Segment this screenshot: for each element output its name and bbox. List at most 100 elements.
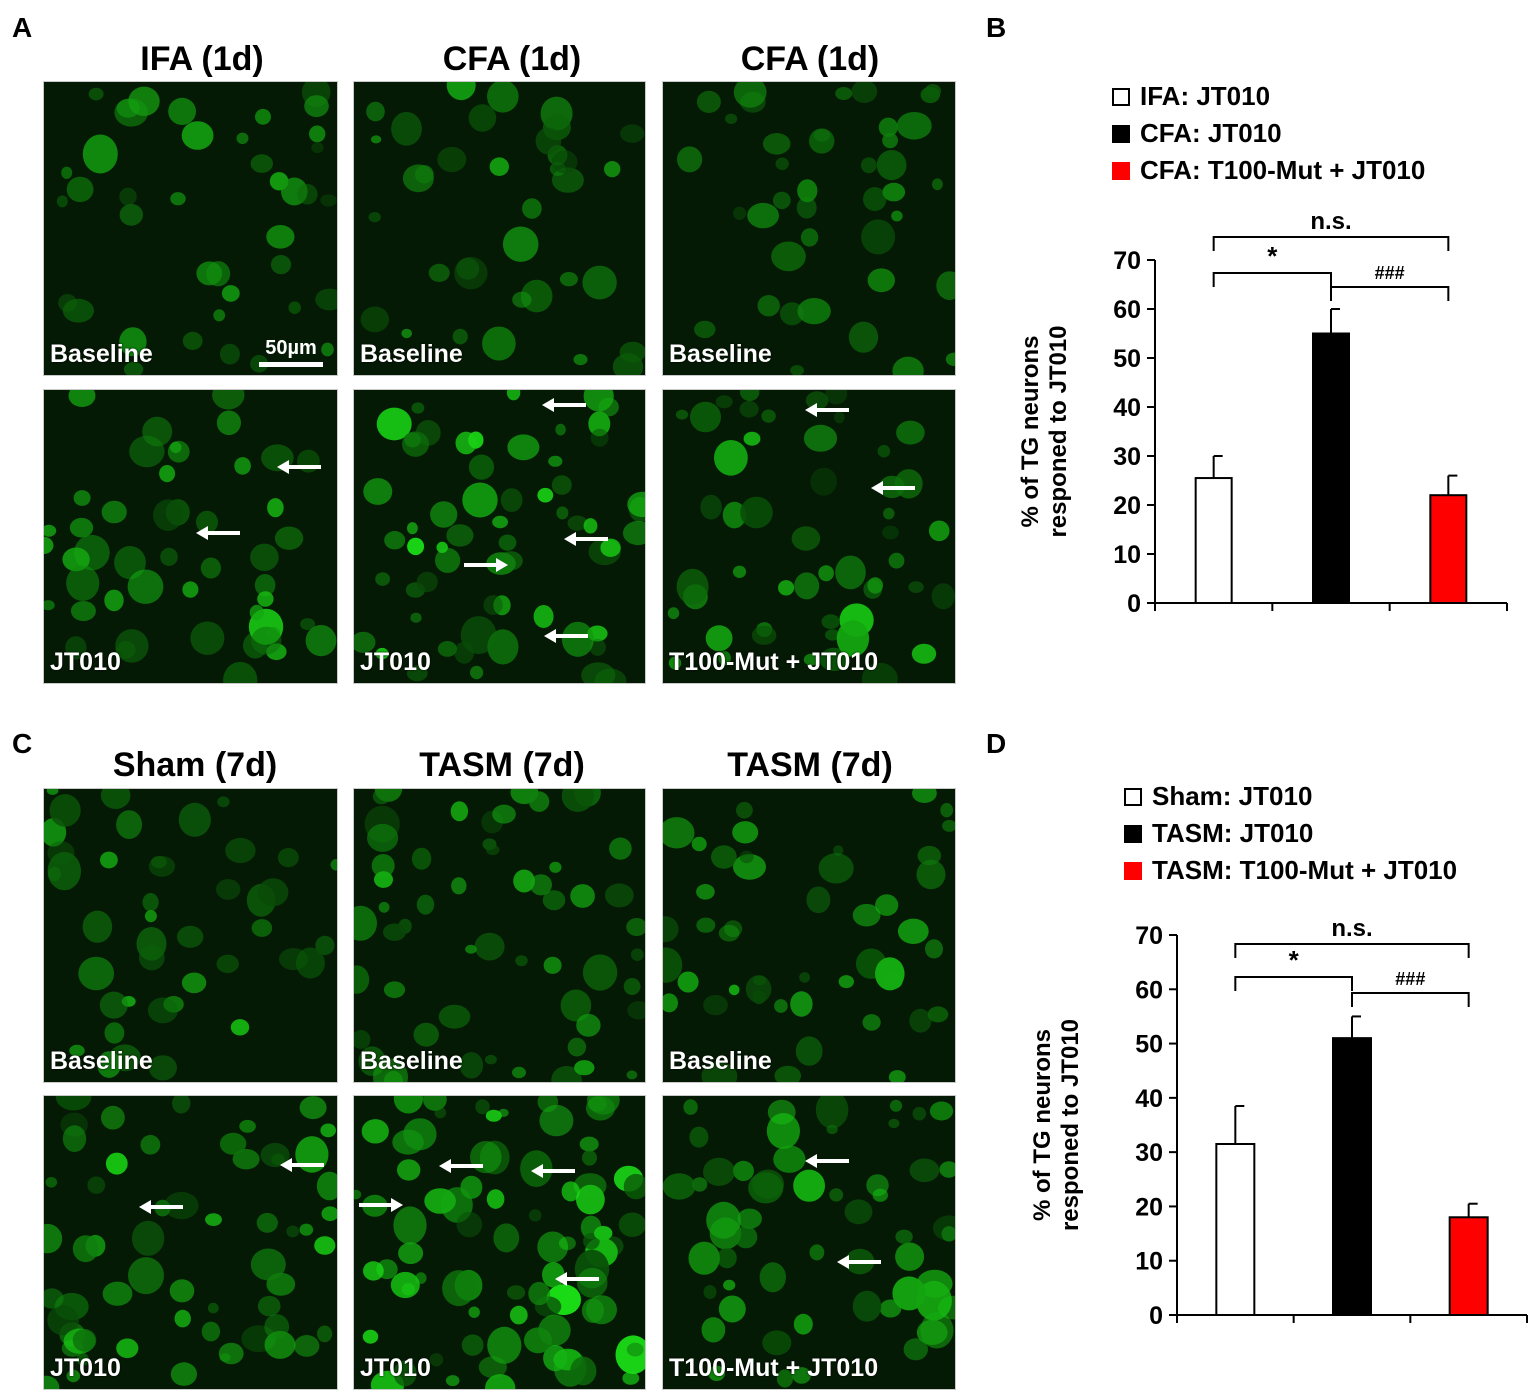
- cell: [733, 82, 767, 108]
- cell: [119, 203, 143, 226]
- cell: [119, 187, 137, 206]
- cell: [416, 571, 438, 593]
- cell: [168, 97, 196, 125]
- cell: [604, 161, 621, 178]
- cell: [315, 935, 335, 956]
- y-tick-label: 30: [1113, 443, 1141, 471]
- micrograph-label: T100-Mut + JT010: [669, 1354, 879, 1382]
- panel-letter-c: C: [12, 728, 33, 759]
- cell: [300, 618, 316, 631]
- cell: [375, 572, 390, 586]
- cell: [445, 1375, 460, 1387]
- cell: [896, 420, 925, 445]
- cell: [76, 1352, 89, 1366]
- cell: [73, 490, 91, 506]
- legend-item: Sham: JT010: [1124, 778, 1457, 815]
- cell: [883, 507, 895, 520]
- cell: [316, 1171, 337, 1201]
- cell: [451, 877, 467, 895]
- cell: [393, 1096, 423, 1114]
- cell: [733, 206, 747, 220]
- cell: [542, 890, 566, 911]
- cell: [528, 1209, 542, 1222]
- cell: [465, 944, 477, 954]
- arrow-icon: [139, 1200, 183, 1214]
- cell: [740, 390, 760, 402]
- cell: [257, 878, 289, 907]
- cell: [129, 435, 165, 468]
- cell: [711, 845, 737, 869]
- cell: [196, 510, 218, 534]
- cell: [266, 225, 295, 249]
- cell: [354, 905, 377, 941]
- cell: [928, 520, 950, 542]
- cell: [888, 552, 905, 569]
- cell: [159, 465, 176, 483]
- cell: [897, 918, 929, 944]
- cell: [131, 1220, 165, 1256]
- cell: [513, 869, 535, 893]
- cell: [169, 1279, 195, 1303]
- cell: [297, 183, 318, 205]
- cell: [404, 432, 421, 448]
- column-title-c2: TASM (7d): [419, 746, 585, 784]
- cell: [722, 501, 746, 529]
- cell: [803, 653, 819, 666]
- cell: [45, 1177, 58, 1188]
- cell: [620, 124, 645, 143]
- arrow-icon: [555, 1272, 599, 1286]
- cell: [87, 1176, 106, 1194]
- cell: [200, 557, 221, 579]
- micrograph-label: Baseline: [669, 340, 772, 368]
- cell: [797, 179, 818, 203]
- cell: [500, 488, 523, 512]
- cell: [437, 146, 467, 173]
- cell: [266, 1272, 296, 1296]
- cell: [576, 1184, 605, 1215]
- micrograph-c-tasm-mut-baseline: Baseline: [662, 788, 956, 1083]
- cell: [861, 662, 898, 683]
- arrow-icon: [439, 1159, 483, 1173]
- cell: [836, 620, 870, 657]
- column-title-c1: Sham (7d): [112, 746, 278, 784]
- cell: [556, 506, 569, 520]
- cell: [718, 651, 731, 666]
- column-title-a2: CFA (1d): [442, 40, 582, 78]
- cell: [626, 1342, 644, 1357]
- micrograph-label: Baseline: [50, 1047, 153, 1075]
- cell: [938, 1295, 955, 1320]
- arrow-icon: [196, 526, 240, 540]
- cell: [482, 326, 516, 361]
- cell: [127, 569, 164, 604]
- cell: [835, 87, 853, 100]
- cell: [250, 543, 279, 571]
- cell: [201, 1321, 221, 1342]
- cell: [732, 1160, 754, 1181]
- cell: [589, 638, 606, 656]
- cell: [147, 997, 178, 1024]
- cell: [818, 565, 834, 582]
- cell: [207, 1302, 219, 1314]
- cell: [216, 954, 239, 974]
- cell: [413, 1022, 439, 1047]
- cell: [551, 475, 572, 495]
- scale-bar: 50µm: [259, 337, 323, 367]
- cell: [407, 522, 418, 535]
- cell: [376, 407, 412, 441]
- cell: [736, 801, 753, 819]
- bar-chart-b: 0 10 20 30 40 50 60 70 % of TG neuronsresponed t…: [1017, 208, 1508, 618]
- cell: [630, 948, 644, 961]
- cell: [236, 132, 249, 144]
- cell: [795, 1036, 823, 1066]
- cell: [829, 1188, 844, 1202]
- cell: [821, 614, 840, 630]
- cell: [751, 625, 777, 645]
- cell: [82, 910, 113, 943]
- cell: [549, 861, 562, 873]
- cell: [809, 128, 835, 154]
- micrograph-label: Baseline: [50, 340, 153, 368]
- cell: [936, 271, 955, 300]
- cell: [618, 1212, 645, 1237]
- cell: [368, 212, 381, 223]
- cell: [512, 291, 532, 308]
